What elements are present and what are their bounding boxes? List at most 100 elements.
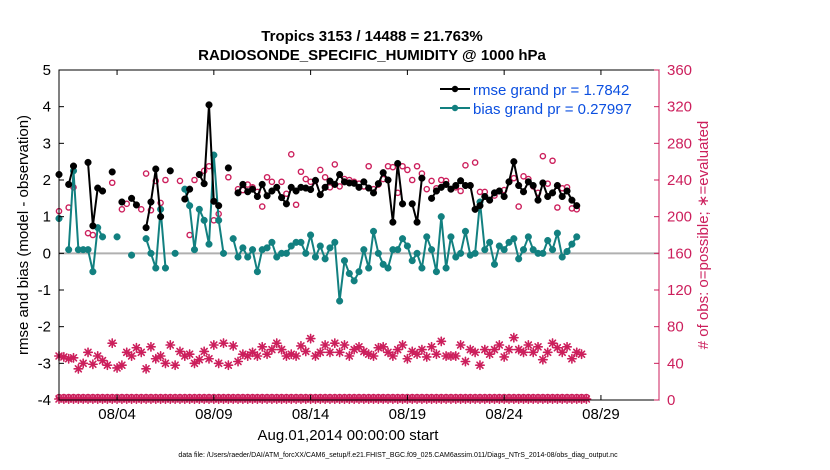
bias-point bbox=[563, 247, 571, 256]
rmse-point bbox=[147, 198, 155, 206]
y-right-tick-label: 0 bbox=[667, 392, 675, 409]
y-right-tick-label: 320 bbox=[667, 99, 692, 116]
bias-point bbox=[394, 246, 402, 254]
rmse-point bbox=[248, 185, 257, 193]
obs-possible-point bbox=[263, 173, 271, 181]
rmse-point bbox=[326, 177, 334, 185]
bias-point bbox=[190, 246, 199, 254]
y-right-tick-label: 160 bbox=[667, 245, 692, 262]
obs-possible-point bbox=[462, 162, 469, 169]
obs-evaluated-point bbox=[102, 360, 113, 371]
y-left-tick-label: 0 bbox=[43, 245, 51, 262]
rmse-point bbox=[486, 196, 494, 204]
bias-point bbox=[369, 227, 378, 235]
bias-point bbox=[171, 249, 179, 257]
obs-possible-point bbox=[423, 185, 431, 193]
rmse-point bbox=[408, 200, 416, 208]
obs-evaluated-point bbox=[489, 344, 500, 355]
obs-evaluated-point bbox=[499, 351, 510, 362]
obs-evaluated-point bbox=[126, 350, 137, 362]
bias-point bbox=[384, 264, 392, 272]
bias-point bbox=[432, 268, 440, 276]
obs-evaluated-point bbox=[213, 358, 224, 369]
bias-point bbox=[374, 249, 382, 257]
rmse-point bbox=[505, 178, 513, 186]
obs-evaluated-point bbox=[523, 339, 534, 351]
bias-point bbox=[84, 246, 92, 254]
rmse-point bbox=[394, 159, 402, 168]
bias-point bbox=[553, 229, 561, 237]
obs-evaluated-point bbox=[194, 354, 205, 365]
rmse-point bbox=[432, 187, 440, 195]
obs-evaluated-point bbox=[426, 341, 437, 352]
obs-possible-point bbox=[404, 166, 411, 174]
rmse-point bbox=[321, 183, 329, 191]
obs-possible-point bbox=[278, 178, 285, 186]
rmse-point bbox=[466, 181, 474, 190]
obs-evaluated-point bbox=[184, 349, 195, 360]
y-right-tick-label: 200 bbox=[667, 209, 692, 226]
obs-evaluated-point bbox=[266, 344, 277, 355]
obs-possible-point bbox=[162, 176, 169, 184]
x-tick-label: 08/24 bbox=[485, 406, 523, 423]
rmse-point bbox=[157, 213, 165, 221]
obs-evaluated-point bbox=[397, 339, 408, 351]
obs-evaluated-point bbox=[141, 363, 152, 374]
bias-point bbox=[268, 238, 276, 246]
obs-possible-point bbox=[302, 175, 310, 183]
bias-point bbox=[457, 249, 465, 257]
rmse-point bbox=[336, 170, 344, 179]
rmse-point bbox=[529, 181, 537, 190]
obs-evaluated-point bbox=[107, 338, 118, 349]
x-tick-label: 08/09 bbox=[195, 406, 233, 423]
rmse-point bbox=[360, 178, 368, 186]
bias-point bbox=[544, 236, 552, 245]
obs-evaluated-point bbox=[576, 349, 587, 360]
y-right-tick-label: 80 bbox=[667, 319, 684, 336]
rmse-point bbox=[205, 101, 213, 109]
bias-point bbox=[253, 268, 261, 276]
chart-title-line1: Tropics 3153 / 14488 = 21.763% bbox=[261, 28, 482, 45]
bias-point bbox=[336, 297, 344, 305]
bias-point bbox=[510, 235, 518, 243]
bias-point bbox=[161, 264, 170, 272]
rmse-point bbox=[292, 187, 300, 195]
rmse-line-segment bbox=[145, 168, 162, 228]
rmse-point bbox=[181, 195, 189, 203]
rmse-point bbox=[98, 187, 107, 195]
bias-point bbox=[471, 249, 479, 257]
obs-possible-point bbox=[142, 170, 150, 177]
obs-evaluated-point bbox=[116, 360, 127, 371]
obs-possible-point bbox=[176, 177, 184, 185]
rmse-series bbox=[55, 101, 581, 232]
rmse-point bbox=[384, 176, 392, 184]
rmse-point bbox=[374, 180, 382, 188]
obs-possible-point bbox=[268, 178, 276, 186]
obs-evaluated-point bbox=[310, 350, 321, 362]
obs-evaluated-point bbox=[537, 354, 548, 365]
bias-point bbox=[98, 233, 107, 241]
rmse-point bbox=[418, 174, 426, 182]
rmse-point bbox=[510, 158, 518, 166]
bias-point bbox=[452, 253, 460, 261]
rmse-point bbox=[307, 185, 315, 194]
bias-point bbox=[219, 249, 228, 257]
rmse-point bbox=[118, 198, 126, 206]
x-axis-label: Aug.01,2014 00:00:00 start bbox=[258, 427, 440, 444]
obs-evaluated-point bbox=[324, 347, 335, 358]
rmse-point bbox=[239, 180, 247, 188]
obs-evaluated-point bbox=[431, 349, 442, 360]
obs-evaluated-point bbox=[208, 339, 219, 351]
obs-evaluated-point bbox=[562, 341, 573, 352]
obs-evaluated-point bbox=[291, 350, 302, 362]
obs-evaluated-point bbox=[276, 344, 287, 355]
rmse-point bbox=[369, 189, 378, 197]
legend-bias-marker bbox=[451, 104, 459, 112]
obs-possible-point bbox=[191, 176, 198, 184]
obs-evaluated-point bbox=[383, 347, 394, 358]
obs-possible-point bbox=[258, 203, 266, 210]
rmse-point bbox=[273, 183, 281, 191]
obs-evaluated-point bbox=[334, 347, 345, 358]
x-axis-ticks: 08/04 08/09 08/14 08/19 08/24 08/29 bbox=[98, 70, 620, 423]
